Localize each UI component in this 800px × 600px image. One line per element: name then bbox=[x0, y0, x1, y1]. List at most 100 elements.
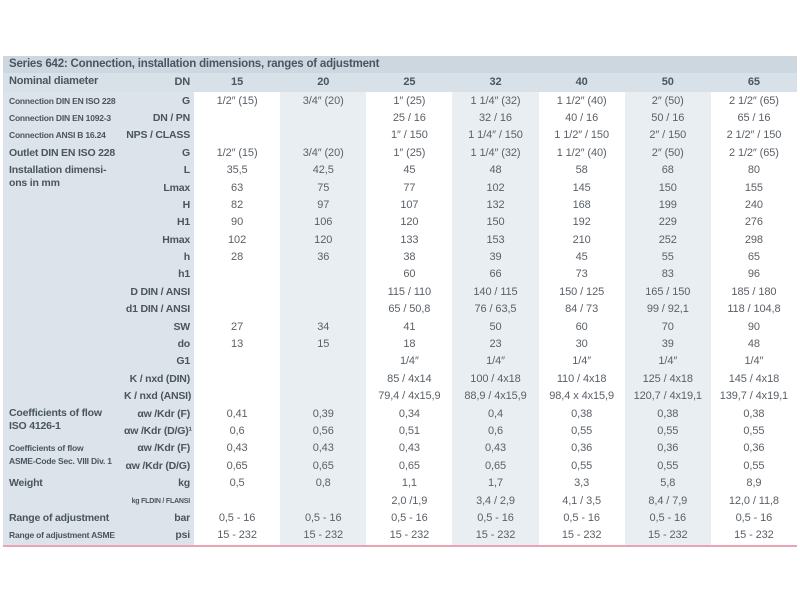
table-cell: 0,34 bbox=[366, 405, 453, 423]
table-title: Series 642: Connection, installation dim… bbox=[3, 56, 797, 73]
table-cell: 3/4″ (20) bbox=[280, 92, 367, 110]
row-unit-label: Lmax bbox=[124, 179, 194, 197]
table-row: Weight kg 0,5 0,8 1,1 1,7 3,3 5,8 8,9 bbox=[3, 474, 797, 510]
table-cell: 0,36 bbox=[538, 440, 625, 458]
table-cell: 0,55 bbox=[710, 422, 797, 441]
table-cell: 1/2″ (15) bbox=[194, 144, 281, 162]
table-cell: 165 / 150 bbox=[624, 283, 711, 302]
table-cell: 1 1/2″ (40) bbox=[538, 144, 625, 162]
table-cell: 1,1 bbox=[366, 474, 453, 493]
table-cell: 76 / 63,5 bbox=[452, 301, 539, 319]
table-cell bbox=[194, 283, 281, 302]
row-group-label: Coefficients of flow ASME-Code Sec. VIII… bbox=[3, 440, 124, 475]
row-unit-label: G1 bbox=[124, 353, 194, 371]
table-cell: 80 bbox=[710, 161, 797, 180]
table-cell: 106 bbox=[280, 214, 367, 232]
table-cell: 0,5 bbox=[194, 474, 281, 493]
table-cell bbox=[280, 283, 367, 302]
table-cell: 48 bbox=[452, 161, 539, 180]
table-row: Connection ANSI B 16.24 NPS / CLASS 1″ / 1… bbox=[3, 127, 797, 145]
table-cell: 90 bbox=[710, 318, 797, 336]
table-cell: 118 / 104,8 bbox=[710, 301, 797, 319]
table-row: Installation dimensi- ons in mm L 35,5 42,5… bbox=[3, 161, 797, 406]
table-cell bbox=[194, 353, 281, 371]
header-group-label: Nominal diameter bbox=[3, 73, 124, 93]
table-cell: 102 bbox=[452, 179, 539, 197]
table-cell: 0,5 - 16 bbox=[280, 509, 367, 528]
table-cell: 1,7 bbox=[452, 474, 539, 493]
table-row: H 82 97 107 132 168 199 240 bbox=[3, 196, 797, 215]
row-unit-label: kg bbox=[124, 474, 194, 493]
table-cell: 25 / 16 bbox=[366, 109, 453, 128]
table-row: kg FLDIN / FLANSI 2,0 /1,9 3,4 / 2,9 4,1 / … bbox=[3, 492, 797, 510]
table-cell: 3,4 / 2,9 bbox=[452, 492, 539, 510]
row-unit-label: bar bbox=[124, 509, 194, 528]
table-cell: 82 bbox=[194, 196, 281, 215]
row-unit-label: h bbox=[124, 248, 194, 267]
table-cell: 110 / 4x18 bbox=[538, 370, 625, 389]
table-cell: 73 bbox=[538, 266, 625, 284]
table-cell bbox=[280, 388, 367, 406]
table-cell: 1″ (25) bbox=[366, 144, 453, 162]
row-unit-label: SW bbox=[124, 318, 194, 336]
column-header: 65 bbox=[710, 73, 797, 93]
table-cell: 1 1/2″ (40) bbox=[538, 92, 625, 110]
table-cell: 84 / 73 bbox=[538, 301, 625, 319]
table-cell: 229 bbox=[624, 214, 711, 232]
table-cell bbox=[280, 301, 367, 319]
table-cell: 0,38 bbox=[710, 405, 797, 423]
table-cell: 1″ (25) bbox=[366, 92, 453, 110]
table-row: K / nxd (DIN) 85 / 4x14 100 / 4x18 110 / 4x… bbox=[3, 370, 797, 389]
table-cell: 199 bbox=[624, 196, 711, 215]
table-row: Coefficients of flow ASME-Code Sec. VIII… bbox=[3, 440, 797, 475]
table-cell: 40 / 16 bbox=[538, 109, 625, 128]
table-cell bbox=[194, 492, 281, 510]
table-cell: 42,5 bbox=[280, 161, 367, 180]
table-cell: 2 1/2″ (65) bbox=[710, 92, 797, 110]
table-cell bbox=[194, 127, 281, 145]
table-cell bbox=[280, 109, 367, 128]
table-cell: 0,5 - 16 bbox=[538, 509, 625, 528]
row-unit-label: H bbox=[124, 196, 194, 215]
table-cell: 98,4 x 4x15,9 bbox=[538, 388, 625, 406]
specification-table: Nominal diameter DN 15 20 25 32 40 50 65… bbox=[3, 73, 797, 545]
row-group-label: Connection ANSI B 16.24 bbox=[3, 127, 124, 145]
column-header: 15 bbox=[194, 73, 281, 93]
row-unit-label: psi bbox=[124, 527, 194, 545]
table-cell: 39 bbox=[624, 335, 711, 354]
table-cell: 252 bbox=[624, 231, 711, 249]
table-cell: 0,36 bbox=[624, 440, 711, 458]
table-row: D DIN / ANSI 115 / 110 140 / 115 150 / 125 1… bbox=[3, 283, 797, 302]
table-cell: 32 / 16 bbox=[452, 109, 539, 128]
table-cell: 0,55 bbox=[624, 422, 711, 441]
row-group-label: Range of adjustment bbox=[3, 509, 124, 528]
table-cell: 0,6 bbox=[194, 422, 281, 441]
table-cell: 60 bbox=[538, 318, 625, 336]
table-cell: 15 - 232 bbox=[194, 527, 281, 545]
table-cell: 45 bbox=[538, 248, 625, 267]
table-row: do 13 15 18 23 30 39 48 bbox=[3, 335, 797, 354]
table-cell: 2″ (50) bbox=[624, 144, 711, 162]
table-cell: 55 bbox=[624, 248, 711, 267]
table-cell bbox=[280, 266, 367, 284]
table-cell: 1/2″ (15) bbox=[194, 92, 281, 110]
table-cell: 1 1/4″ / 150 bbox=[452, 127, 539, 145]
table-cell: 15 bbox=[280, 335, 367, 354]
table-cell: 90 bbox=[194, 214, 281, 232]
table-cell: 0,43 bbox=[452, 440, 539, 458]
table-cell: 298 bbox=[710, 231, 797, 249]
table-cell: 155 bbox=[710, 179, 797, 197]
table-cell: 0,55 bbox=[710, 457, 797, 475]
table-cell: 0,41 bbox=[194, 405, 281, 423]
table-cell: 88,9 / 4x15,9 bbox=[452, 388, 539, 406]
table-cell: 0,5 - 16 bbox=[366, 509, 453, 528]
table-row: αw /Kdr (D/G) 0,65 0,65 0,65 0,65 0,55 0,55 0,5… bbox=[3, 457, 797, 475]
table-cell: 3/4″ (20) bbox=[280, 144, 367, 162]
table-cell bbox=[194, 266, 281, 284]
table-cell: 1/4″ bbox=[366, 353, 453, 371]
table-row: d1 DIN / ANSI 65 / 50,8 76 / 63,5 84 / 73 99… bbox=[3, 301, 797, 319]
table-cell: 150 bbox=[452, 214, 539, 232]
table-cell: 150 / 125 bbox=[538, 283, 625, 302]
table-cell: 0,36 bbox=[710, 440, 797, 458]
table-cell: 1 1/4″ (32) bbox=[452, 92, 539, 110]
